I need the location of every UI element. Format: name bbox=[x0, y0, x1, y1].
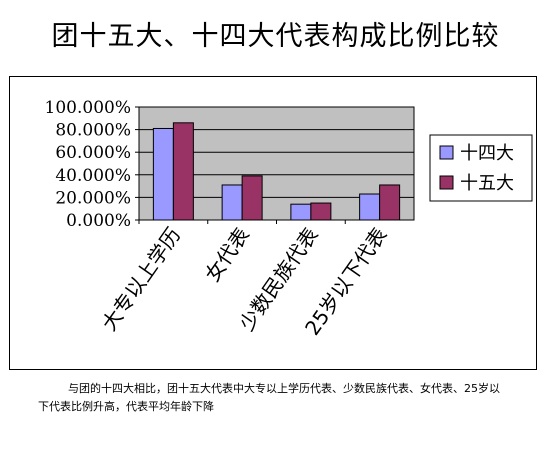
chart-title: 团十五大、十四大代表构成比例比较 bbox=[51, 21, 500, 52]
y-tick-label: 40.000% bbox=[55, 166, 131, 186]
bar-十五大-大专以上学历 bbox=[172, 122, 194, 221]
bar-十五大-少数民族代表 bbox=[310, 202, 332, 221]
bar-十五大-25岁以下代表 bbox=[379, 184, 401, 221]
y-tick-label: 60.000% bbox=[55, 143, 131, 163]
bar-十四大-女代表 bbox=[221, 184, 243, 221]
legend-swatch-十五大 bbox=[439, 175, 454, 190]
y-axis-tick-labels: 100.000% 80.000%60.000% 40.000%20.000% 0.00… bbox=[45, 98, 131, 231]
y-tick-label: 20.000% bbox=[55, 188, 131, 208]
y-tick-label: 80.000% bbox=[55, 121, 131, 141]
bar-chart: 100.000% 80.000%60.000% 40.000%20.000% 0.00… bbox=[45, 98, 533, 340]
bar-十五大-女代表 bbox=[241, 175, 263, 221]
legend: 十四大 十五大 bbox=[429, 134, 533, 202]
chart-frame: 100.000% 80.000% 60.000% 40.000% 20.000% 0.00… bbox=[9, 76, 537, 370]
x-category-label: 女代表 bbox=[200, 223, 254, 286]
legend-label-十五大: 十五大 bbox=[460, 173, 514, 194]
bar-十四大-大专以上学历 bbox=[152, 127, 174, 221]
bar-十四大-少数民族代表 bbox=[290, 203, 312, 221]
legend-label-十四大: 十四大 bbox=[460, 143, 514, 164]
y-tick-label: 100.000% bbox=[45, 98, 131, 118]
chart-caption: 与团的十四大相比，团十五大代表中大专以上学历代表、少数民族代表、女代表、25岁以… bbox=[38, 382, 500, 413]
bars bbox=[138, 122, 401, 224]
y-tick-label: 0.000% bbox=[66, 211, 131, 231]
legend-swatch-十四大 bbox=[439, 145, 454, 160]
x-category-label: 大专以上学历 bbox=[97, 223, 185, 335]
bar-十四大-25岁以下代表 bbox=[359, 193, 381, 221]
